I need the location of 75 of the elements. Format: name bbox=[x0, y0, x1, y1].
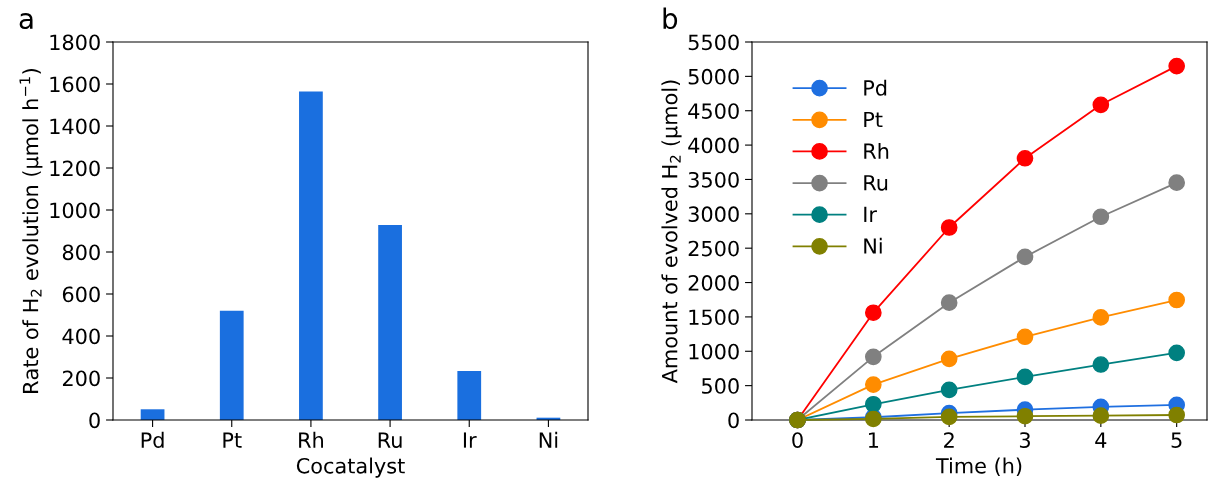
legend-label: Ru bbox=[864, 175, 888, 191]
x-tick-label: Ru bbox=[378, 432, 402, 448]
point bbox=[864, 304, 882, 322]
bar bbox=[457, 371, 482, 420]
x-tick-label: Ir bbox=[463, 432, 477, 448]
point bbox=[940, 219, 958, 236]
point bbox=[1168, 406, 1186, 424]
y-tick-label: 4000 bbox=[688, 137, 739, 154]
bar bbox=[378, 225, 402, 420]
point bbox=[1016, 407, 1034, 425]
point bbox=[1092, 208, 1110, 226]
point bbox=[1168, 174, 1186, 192]
bar bbox=[219, 310, 244, 420]
bar bbox=[299, 91, 323, 420]
point bbox=[864, 395, 882, 413]
y-tick-label: 500 bbox=[702, 378, 739, 394]
x-tick-label: 5 bbox=[1171, 432, 1182, 448]
point bbox=[1016, 149, 1034, 167]
point bbox=[1168, 291, 1186, 309]
legend-label: Pt bbox=[864, 111, 883, 128]
bar bbox=[140, 409, 165, 420]
point bbox=[1016, 368, 1034, 386]
y-tick-label: 1500 bbox=[689, 309, 739, 326]
chart-title: a bbox=[19, 13, 33, 30]
x-tick-label: 3 bbox=[1019, 432, 1030, 448]
x-tick-label: 2 bbox=[944, 432, 954, 448]
y-tick-label: 5500 bbox=[688, 34, 739, 51]
y-axis-title: Amount of evolved H$_{2}$ (μmol) bbox=[661, 80, 682, 384]
x-tick-label: Pd bbox=[141, 431, 164, 448]
y-tick-label: 5000 bbox=[688, 68, 739, 85]
x-tick-label: Rh bbox=[299, 431, 323, 448]
point bbox=[940, 294, 958, 312]
legend-label: Ni bbox=[864, 237, 882, 254]
y-tick-label: 1600 bbox=[50, 76, 100, 93]
y-tick-label: 2500 bbox=[688, 240, 739, 257]
y-tick-label: 400 bbox=[62, 328, 100, 345]
point bbox=[864, 376, 882, 393]
point bbox=[940, 381, 958, 399]
y-tick-label: 1800 bbox=[50, 34, 100, 51]
point bbox=[1092, 96, 1110, 114]
point bbox=[1016, 248, 1034, 266]
x-tick-label: Pt bbox=[223, 432, 242, 448]
y-tick-label: 600 bbox=[62, 286, 100, 303]
y-tick-label: 3000 bbox=[688, 206, 739, 223]
chart-title: b bbox=[663, 7, 678, 30]
point bbox=[1168, 344, 1186, 362]
point bbox=[940, 350, 958, 368]
point bbox=[1092, 309, 1110, 326]
legend-label: Pd bbox=[864, 79, 887, 96]
y-tick-label: 2000 bbox=[688, 275, 739, 291]
point bbox=[1092, 356, 1110, 373]
y-tick-label: 1000 bbox=[50, 202, 100, 219]
y-tick-label: 4500 bbox=[688, 103, 739, 119]
y-axis-title: Rate of H$_{2}$ evolution (μmol h$^{−1}$) bbox=[19, 69, 43, 393]
y-tick-label: 800 bbox=[62, 244, 100, 261]
x-tick-label: 0 bbox=[792, 432, 803, 448]
legend-label: Rh bbox=[864, 142, 889, 159]
x-tick-label: 1 bbox=[868, 432, 879, 448]
y-tick-label: 200 bbox=[62, 370, 100, 387]
y-tick-label: 0 bbox=[728, 412, 739, 429]
y-tick-label: 1200 bbox=[50, 160, 100, 177]
x-axis-title: Time (h) bbox=[935, 457, 1022, 477]
point bbox=[864, 348, 882, 366]
y-tick-label: 0 bbox=[89, 412, 100, 429]
point bbox=[1016, 328, 1034, 346]
point bbox=[1092, 407, 1110, 425]
x-axis-title: Cocatalyst bbox=[296, 457, 405, 478]
legend-label: Ir bbox=[864, 206, 877, 222]
y-tick-label: 1000 bbox=[689, 343, 739, 360]
point bbox=[1168, 57, 1186, 75]
y-tick-label: 3500 bbox=[688, 171, 739, 188]
y-tick-label: 1400 bbox=[50, 118, 100, 135]
point bbox=[940, 408, 958, 426]
x-tick-label: 4 bbox=[1095, 432, 1107, 448]
x-tick-label: Ni bbox=[539, 431, 558, 448]
